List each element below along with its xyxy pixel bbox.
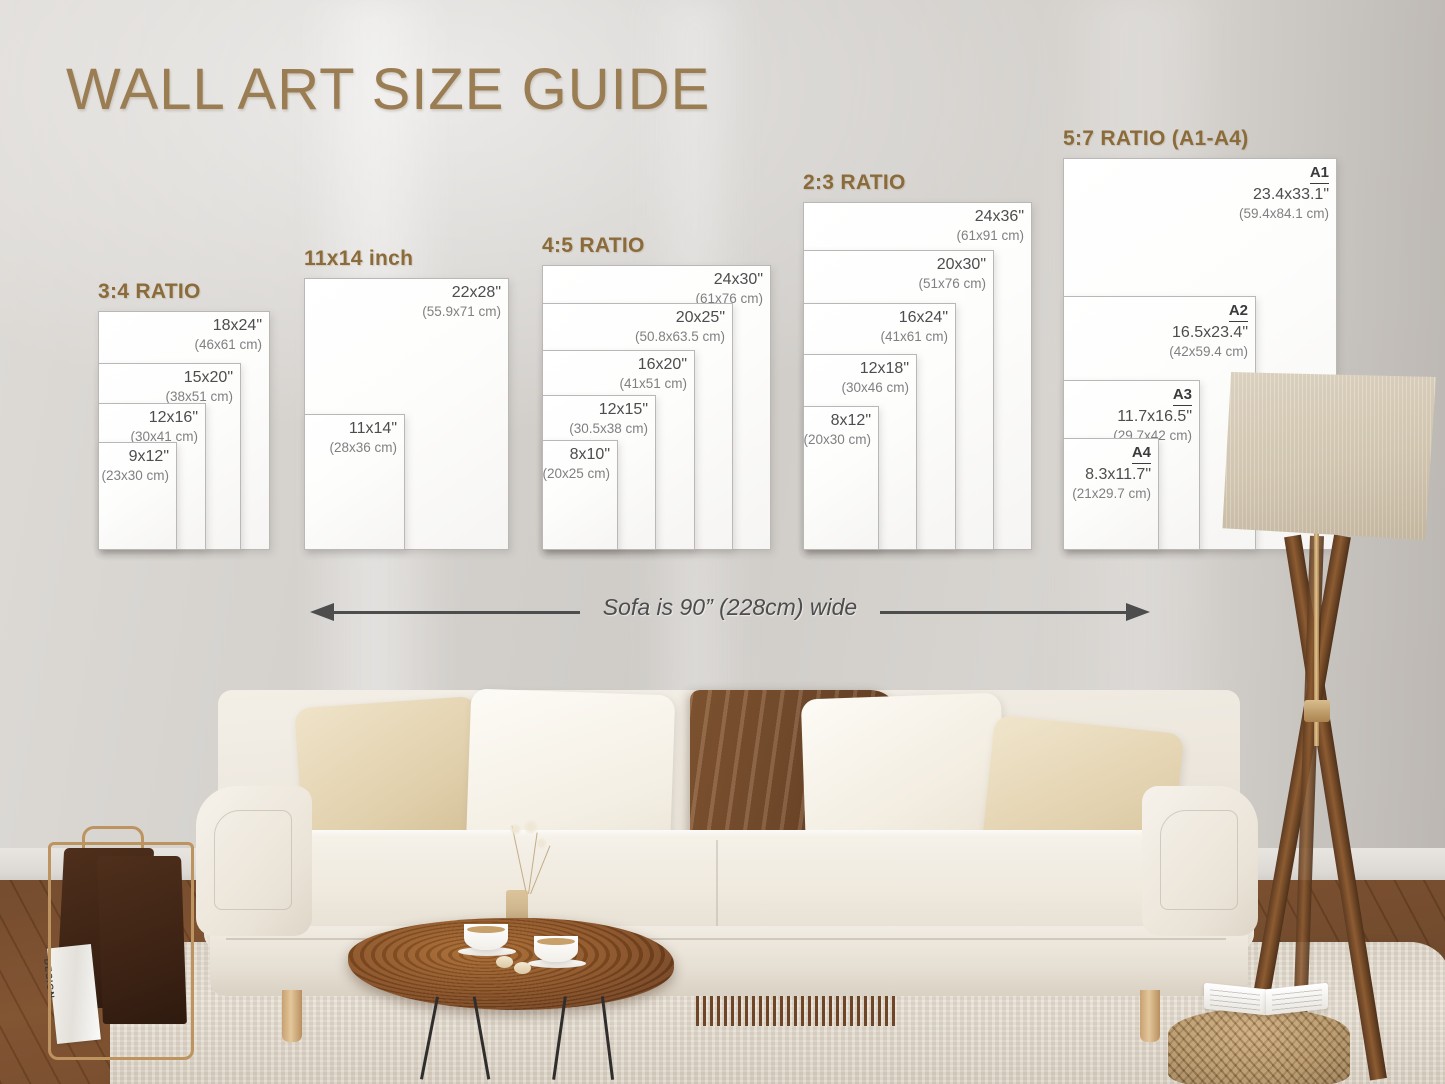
- group-heading-4-5-ratio: 4:5 RATIO: [542, 234, 645, 257]
- tripod-floor-lamp: [1218, 372, 1445, 1084]
- stem-1: [511, 825, 528, 895]
- frame-label-24x30: 24x30" (61x76 cm): [695, 271, 763, 306]
- frame-label-a4: A4 8.3x11.7" (21x29.7 cm): [1072, 444, 1151, 501]
- sofa-arm-right: [1142, 786, 1258, 936]
- sofa-base-seam: [226, 938, 1226, 940]
- frame-label-16x24: 16x24" (41x61 cm): [880, 309, 948, 344]
- frame-8x12[interactable]: 8x12" (20x30 cm): [803, 406, 879, 550]
- frame-label-a1: A1 23.4x33.1" (59.4x84.1 cm): [1238, 164, 1329, 221]
- group-heading-11x14-inch: 11x14 inch: [304, 247, 414, 270]
- frame-label-16x20: 16x20" (41x51 cm): [619, 356, 687, 391]
- frame-label-12x16: 12x16" (30x41 cm): [130, 409, 198, 444]
- frame-label-20x25: 20x25" (50.8x63.5 cm): [634, 309, 725, 344]
- sofa-width-caption: Sofa is 90” (228cm) wide: [602, 594, 858, 620]
- macaron-1: [496, 956, 513, 968]
- frame-stack-2-3-ratio: 24x36" (61x91 cm) 20x30" (51x76 cm) 16x2…: [803, 202, 1032, 550]
- frame-a4[interactable]: A4 8.3x11.7" (21x29.7 cm): [1063, 438, 1159, 550]
- book-right-text-lines: [1272, 987, 1322, 1011]
- page-title: WALL ART SIZE GUIDE: [66, 57, 711, 122]
- frame-label-8x12: 8x12" (20x30 cm): [803, 412, 871, 447]
- sofa-arm-right-stitch: [1160, 810, 1238, 910]
- sofa-arm-left: [196, 786, 312, 936]
- ottoman-weave-texture: [1168, 1008, 1350, 1084]
- frame-label-11x14: 11x14" (28x36 cm): [329, 420, 397, 455]
- size-group-4-5-ratio: 4:5 RATIO 24x30" (61x76 cm) 20x25" (50.8…: [542, 234, 771, 550]
- sofa: [196, 688, 1258, 1042]
- sofa-leg-right: [1140, 990, 1160, 1042]
- lamp-center-rod: [1314, 532, 1319, 746]
- live-edge-coffee-table: [348, 820, 674, 1080]
- magazine-rack-handle: [82, 826, 144, 848]
- book-right-page: [1266, 982, 1328, 1016]
- sofa-cushion-seam: [716, 840, 718, 960]
- frame-label-22x28: 22x28" (55.9x71 cm): [422, 284, 501, 319]
- book-left-page: [1204, 982, 1266, 1016]
- dried-flower-stems: [498, 820, 558, 895]
- sofa-width-measurement: Sofa is 90” (228cm) wide: [310, 594, 1150, 630]
- open-book: [1204, 982, 1330, 1016]
- frame-label-20x30: 20x30" (51x76 cm): [918, 256, 986, 291]
- frame-stack-11x14-inch: 22x28" (55.9x71 cm) 11x14" (28x36 cm): [304, 278, 509, 550]
- frame-label-a2: A2 16.5x23.4" (42x59.4 cm): [1169, 302, 1248, 359]
- group-heading-2-3-ratio: 2:3 RATIO: [803, 171, 906, 194]
- coffee-cup-right: [534, 936, 578, 962]
- frame-9x12[interactable]: 9x12" (23x30 cm): [98, 442, 177, 550]
- ottoman-body: [1168, 1008, 1350, 1084]
- saucer-right: [528, 959, 586, 968]
- frame-label-18x24: 18x24" (46x61 cm): [194, 317, 262, 352]
- measure-line-left: [332, 611, 580, 614]
- frame-label-12x18: 12x18" (30x46 cm): [841, 360, 909, 395]
- size-group-3-4-ratio: 3:4 RATIO 18x24" (46x61 cm) 15x20" (38x5…: [98, 280, 270, 550]
- coffee-surface-right: [537, 938, 575, 945]
- frame-label-a3: A3 11.7x16.5" (29.7x42 cm): [1113, 386, 1192, 443]
- flower-puff-3: [536, 838, 547, 849]
- sofa-arm-left-stitch: [214, 810, 292, 910]
- frame-label-15x20: 15x20" (38x51 cm): [165, 369, 233, 404]
- coffee-cup-left: [464, 924, 508, 950]
- size-group-2-3-ratio: 2:3 RATIO 24x36" (61x91 cm) 20x30" (51x7…: [803, 171, 1032, 550]
- magazine-rack-brass-frame: [48, 842, 194, 1060]
- frame-stack-3-4-ratio: 18x24" (46x61 cm) 15x20" (38x51 cm) 12x1…: [98, 311, 270, 550]
- flower-puff-1: [510, 824, 521, 835]
- coffee-surface-left: [467, 926, 505, 933]
- book-left-text-lines: [1210, 987, 1260, 1011]
- magazine-rack: DESIGN: [42, 826, 194, 1060]
- frame-8x10[interactable]: 8x10" (20x25 cm): [542, 440, 618, 550]
- size-group-11x14-inch: 11x14 inch 22x28" (55.9x71 cm) 11x14" (2…: [304, 247, 509, 550]
- frame-label-12x15: 12x15" (30.5x38 cm): [569, 401, 648, 436]
- arrow-left-icon: [310, 603, 334, 621]
- lamp-shade: [1222, 372, 1436, 540]
- macaron-2: [514, 962, 531, 974]
- sofa-leg-left: [282, 990, 302, 1042]
- table-leg-4: [600, 996, 614, 1080]
- lamp-shade-linen-texture: [1222, 372, 1436, 540]
- arrow-right-icon: [1126, 603, 1150, 621]
- wicker-ottoman: [1168, 1008, 1350, 1084]
- frame-label-8x10: 8x10" (20x25 cm): [542, 446, 610, 481]
- frame-label-24x36: 24x36" (61x91 cm): [956, 208, 1024, 243]
- group-heading-5-7-ratio-a-series: 5:7 RATIO (A1-A4): [1063, 127, 1249, 150]
- frame-stack-5-7-ratio: A1 23.4x33.1" (59.4x84.1 cm) A2 16.5x23.…: [1063, 158, 1337, 550]
- lamp-tripod-hub: [1304, 700, 1330, 722]
- group-heading-3-4-ratio: 3:4 RATIO: [98, 280, 201, 303]
- frame-stack-4-5-ratio: 24x30" (61x76 cm) 20x25" (50.8x63.5 cm) …: [542, 265, 771, 550]
- frame-label-9x12: 9x12" (23x30 cm): [101, 448, 169, 483]
- table-leg-1: [420, 996, 439, 1080]
- size-group-5-7-ratio-a-series: 5:7 RATIO (A1-A4) A1 23.4x33.1" (59.4x84…: [1063, 127, 1337, 550]
- measure-line-right: [880, 611, 1128, 614]
- frame-11x14[interactable]: 11x14" (28x36 cm): [304, 414, 405, 550]
- saucer-left: [458, 947, 516, 956]
- flower-puff-2: [524, 820, 538, 834]
